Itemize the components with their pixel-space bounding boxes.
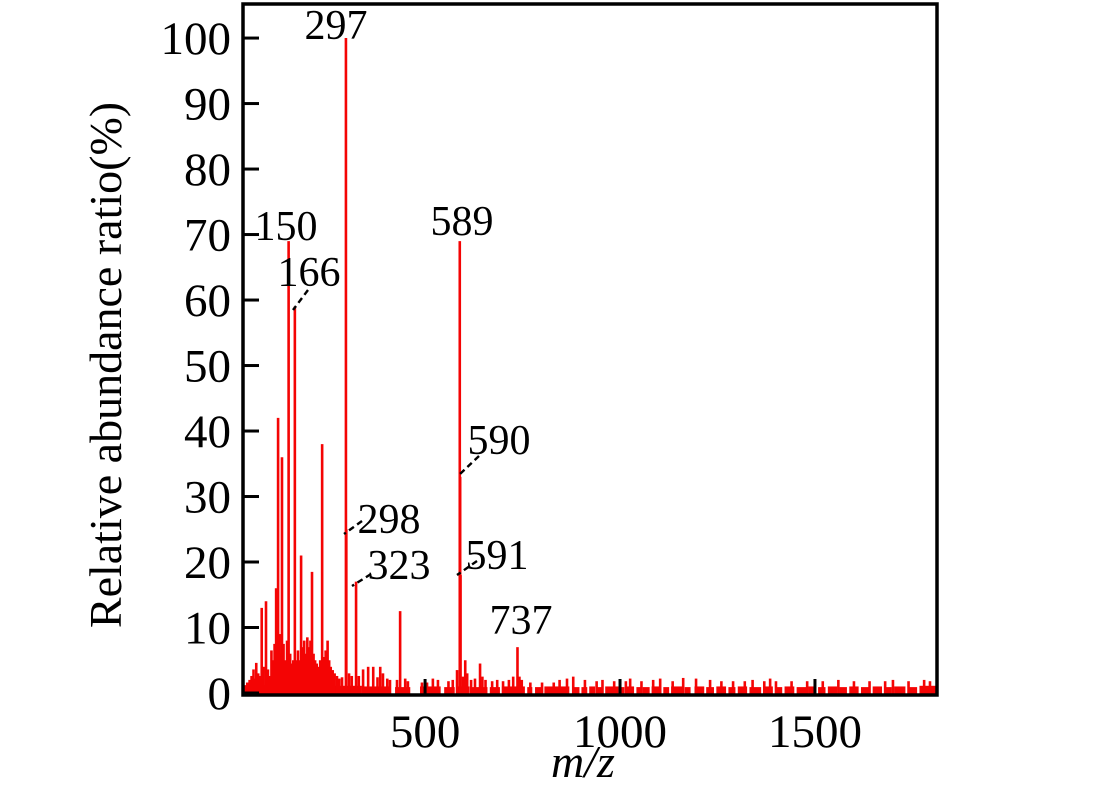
noise-block <box>919 685 936 695</box>
noise-block <box>544 686 570 695</box>
peak-label-590: 590 <box>468 418 531 464</box>
x-axis-title: m/z <box>551 736 615 787</box>
y-axis-title: Relative abundance ratio(%) <box>80 101 131 629</box>
noise-block <box>884 687 892 695</box>
y-tick-label: 100 <box>161 13 232 65</box>
noise-block <box>535 687 543 695</box>
noise-block <box>808 686 816 695</box>
noise-block <box>597 687 603 695</box>
y-tick-label: 40 <box>184 406 231 458</box>
noise-block <box>671 686 683 695</box>
noise-block <box>763 686 773 695</box>
y-tick-label: 10 <box>184 603 231 655</box>
annotation-leader-line <box>456 560 478 576</box>
noise-block <box>749 687 762 695</box>
noise-block <box>572 687 580 695</box>
peak-label-591: 591 <box>466 533 529 579</box>
noise-block <box>907 687 918 695</box>
y-tick-label: 30 <box>184 472 231 524</box>
peak-label-166: 166 <box>278 250 341 296</box>
noise-block <box>636 687 641 695</box>
noise-block <box>651 686 662 695</box>
noise-block <box>489 687 500 695</box>
noise-block <box>775 687 783 695</box>
noise-block <box>642 687 650 695</box>
peak-label-323: 323 <box>368 543 431 589</box>
noise-block <box>420 686 441 695</box>
x-tick-label: 1500 <box>768 706 862 758</box>
noise-block <box>620 687 625 695</box>
noise-block <box>589 686 596 695</box>
y-tick-label: 0 <box>208 668 232 720</box>
noise-block <box>784 686 795 695</box>
annotation-leader-line <box>292 289 309 311</box>
noise-block <box>737 686 748 695</box>
peak-label-737: 737 <box>490 598 553 644</box>
peak-label-150: 150 <box>255 204 318 250</box>
annotation-leader-line <box>459 455 480 475</box>
peak-label-589: 589 <box>431 199 494 245</box>
noise-block <box>827 686 838 695</box>
noise-block <box>894 686 906 695</box>
y-tick-label: 90 <box>184 79 231 131</box>
noise-block <box>839 687 847 695</box>
y-tick-label: 70 <box>184 210 231 262</box>
noise-block <box>684 687 691 695</box>
plot-frame <box>241 2 939 697</box>
annotation-leader-line <box>351 572 372 588</box>
y-tick-label: 60 <box>184 275 231 327</box>
peak-label-297: 297 <box>305 3 368 49</box>
y-tick-label: 50 <box>184 341 231 393</box>
x-tick-label: 1000 <box>573 706 667 758</box>
peak-label-298: 298 <box>358 497 421 543</box>
noise-block <box>663 687 670 695</box>
noise-block <box>860 687 871 695</box>
y-tick-label: 80 <box>184 144 231 196</box>
noise-block <box>796 687 806 695</box>
annotation-leader-line <box>343 520 363 535</box>
noise-block <box>872 686 883 695</box>
noise-block <box>694 686 705 695</box>
y-tick-label: 20 <box>184 537 231 589</box>
noise-block <box>395 687 411 695</box>
noise-block <box>605 686 619 695</box>
x-tick-label: 500 <box>390 706 461 758</box>
